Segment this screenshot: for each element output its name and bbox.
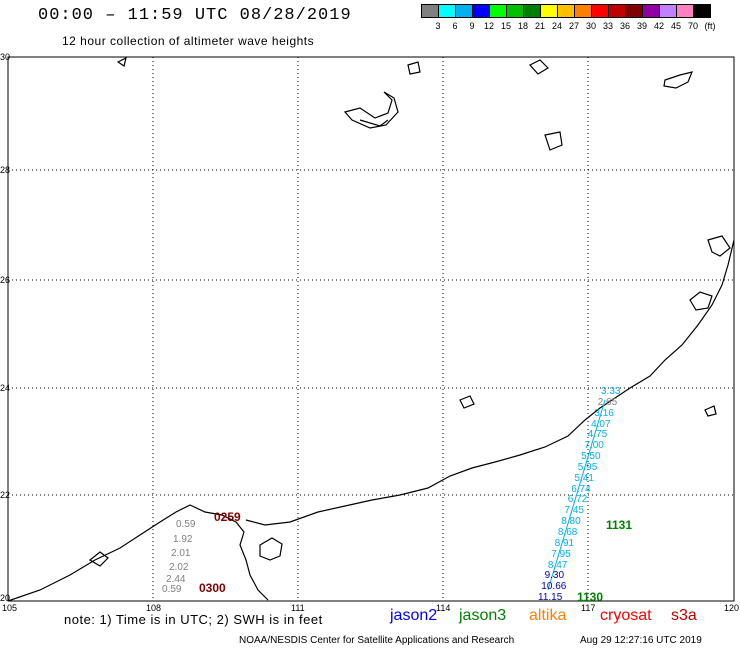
- wave-height-label: 5.95: [577, 461, 598, 473]
- lon-label-120: 120: [724, 603, 740, 613]
- wave-height-label: 6.72: [567, 494, 588, 506]
- satellite-altika: altika: [529, 607, 567, 624]
- satellite-s3a: s3a: [671, 607, 697, 624]
- legend-label: 70: [687, 21, 699, 31]
- satellite-cryosat: cryosat: [600, 607, 652, 624]
- legend-label: 15: [500, 21, 512, 31]
- color-legend-labels: 3 6 9 12 15 18 21 24 27 30 33 36 39 42 45 70 (ft): [421, 21, 740, 33]
- coastline: [7, 56, 735, 602]
- legend-label: 9: [469, 21, 475, 31]
- lat-label-30: 30: [0, 52, 11, 62]
- wave-height-label: 5.41: [574, 472, 594, 484]
- wave-height-label: 2.01: [171, 548, 191, 559]
- page-subtitle: 12 hour collection of altimeter wave hei…: [62, 34, 315, 48]
- page-title: 00:00 – 11:59 UTC 08/28/2019: [38, 6, 352, 25]
- legend-label: 36: [619, 21, 631, 31]
- legend-label: 3: [435, 21, 441, 31]
- legend-label: 39: [636, 21, 648, 31]
- legend-label: 33: [602, 21, 614, 31]
- wave-height-label: 8.91: [554, 537, 575, 549]
- lon-label-111: 111: [291, 603, 305, 613]
- wave-height-label: 8.80: [561, 516, 581, 528]
- wave-height-label: 2.44: [166, 574, 186, 585]
- wave-height-label: 0.59: [176, 519, 196, 530]
- credit-text: NOAA/NESDIS Center for Satellite Applica…: [239, 635, 515, 646]
- lon-label-108: 108: [146, 603, 162, 613]
- wave-height-label: 0.59: [162, 584, 182, 595]
- wave-height-label: 8.68: [557, 526, 578, 538]
- legend-label: 45: [670, 21, 682, 31]
- wave-height-label: 9.30: [544, 570, 565, 582]
- wave-height-label: 3.33: [601, 386, 621, 397]
- legend-label: 24: [551, 21, 563, 31]
- wave-height-label: 7.45: [564, 505, 584, 517]
- legend-swatch: [693, 4, 711, 18]
- color-legend: [421, 4, 711, 18]
- footer-note: note: 1) Time is in UTC; 2) SWH is in fe…: [64, 612, 323, 627]
- legend-label: (ft): [704, 21, 716, 31]
- cryosat-start-time: 0259: [214, 510, 241, 524]
- satellite-jason2: jason2: [390, 607, 438, 624]
- wave-height-label: 10.66: [541, 581, 567, 593]
- legend-label: 12: [483, 21, 495, 31]
- wave-height-label: 2.65: [597, 396, 618, 408]
- legend-label: 30: [585, 21, 597, 31]
- jason3-time-a: 1131: [606, 518, 633, 532]
- wave-height-label: 2.02: [169, 562, 189, 573]
- grid-lines: [8, 57, 734, 601]
- timestamp-text: Aug 29 12:27:16 UTC 2019: [580, 635, 702, 646]
- wave-height-label: 1.92: [173, 534, 193, 545]
- wave-height-label: 3.16: [594, 407, 614, 419]
- lat-label-22: 22: [0, 490, 11, 500]
- wave-height-label: 8.47: [547, 559, 568, 571]
- lon-label-105: 105: [2, 603, 18, 613]
- jason3-time-b: 1130: [577, 590, 604, 604]
- wave-height-label: 11.15: [538, 592, 563, 603]
- wave-height-label: 7.95: [551, 548, 571, 560]
- lon-label-117: 117: [581, 603, 596, 613]
- legend-label: 6: [452, 21, 458, 31]
- lat-label-28: 28: [0, 165, 11, 175]
- jason3-track: [547, 399, 606, 591]
- wave-height-label: 6.74: [571, 483, 591, 495]
- wave-height-label: 7.00: [584, 440, 604, 452]
- legend-label: 18: [517, 21, 529, 31]
- legend-label: 21: [534, 21, 546, 31]
- cryosat-end-time: 0300: [199, 581, 226, 595]
- wave-height-label: 4.75: [587, 429, 608, 441]
- satellite-jason3: jason3: [459, 607, 507, 624]
- legend-label: 42: [653, 21, 665, 31]
- legend-label: 27: [568, 21, 580, 31]
- lat-label-26: 26: [0, 275, 11, 285]
- lat-label-20: 20: [0, 593, 11, 603]
- wave-height-label: 4.07: [591, 418, 611, 430]
- map-frame: [7, 56, 735, 602]
- lon-label-114: 114: [436, 603, 451, 613]
- lat-label-24: 24: [0, 383, 11, 393]
- wave-height-label: 5.50: [581, 451, 601, 463]
